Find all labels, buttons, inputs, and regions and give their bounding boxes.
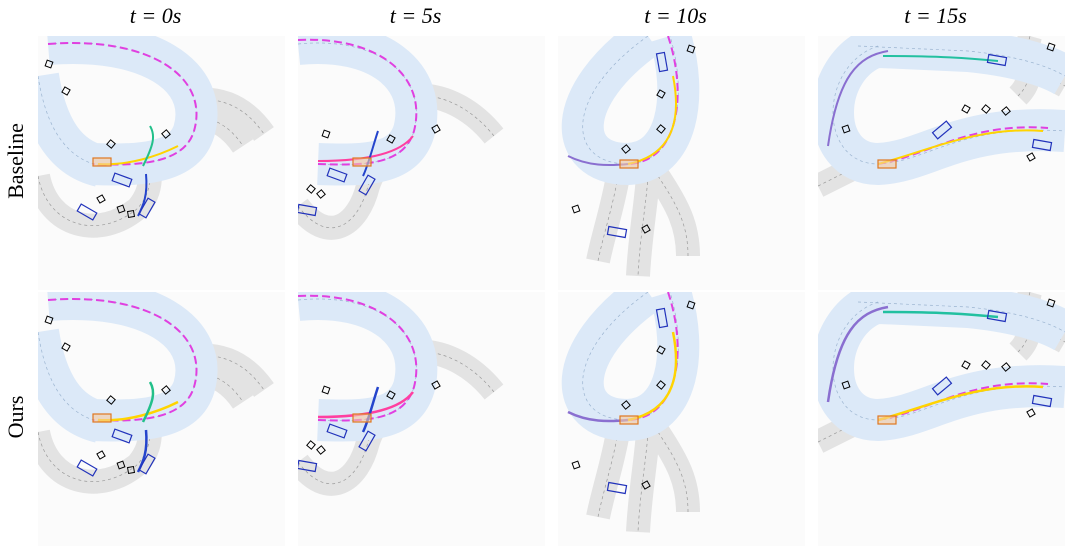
scene-panel [818, 292, 1065, 546]
ego-vehicle [878, 160, 896, 168]
ego-vehicle [353, 158, 371, 166]
ego-vehicle [878, 416, 896, 424]
scene-panel [38, 36, 285, 290]
row-label: Ours [3, 396, 28, 439]
ego-vehicle [620, 416, 638, 424]
column-header: t = 0s [130, 3, 182, 28]
scene-panel [297, 36, 545, 290]
scene-panel [558, 36, 805, 290]
ego-vehicle [620, 160, 638, 168]
scene-panel [297, 292, 545, 546]
column-header: t = 10s [644, 3, 707, 28]
column-header: t = 5s [390, 3, 442, 28]
row-label: Baseline [3, 123, 28, 199]
scene-panel [38, 292, 285, 546]
column-header: t = 15s [904, 3, 967, 28]
figure: t = 0s t = 5s t = 10s t = 15s Baseline Ours [0, 0, 1065, 555]
ego-vehicle [93, 414, 111, 422]
panels [38, 36, 1065, 546]
ego-vehicle [353, 414, 371, 422]
ego-vehicle [93, 158, 111, 166]
scene-panel [818, 36, 1065, 290]
scene-panel [558, 292, 805, 546]
